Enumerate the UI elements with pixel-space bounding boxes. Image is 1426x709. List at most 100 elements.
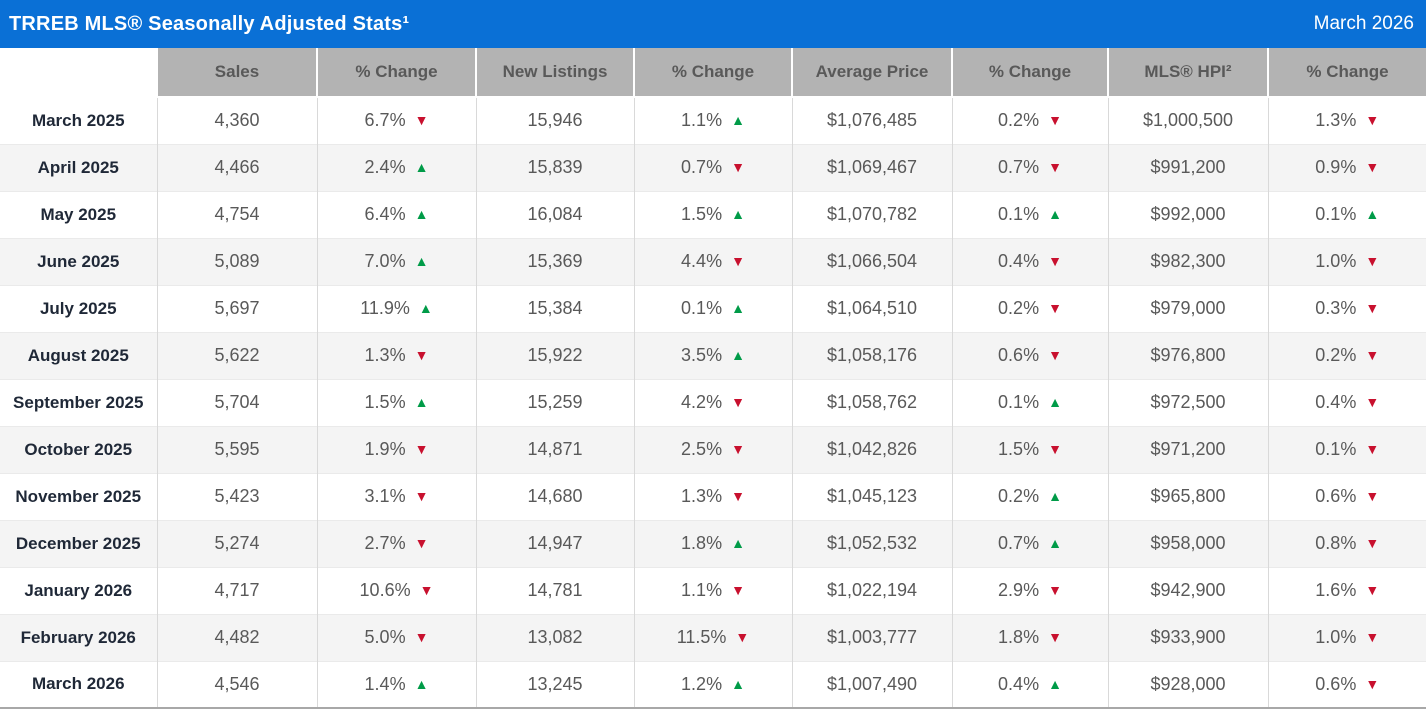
sales-pct-change: 1.3% ▼ — [316, 332, 476, 379]
down-arrow-icon: ▼ — [1365, 112, 1380, 129]
sales-value: 4,717 — [156, 567, 317, 614]
percent-value: 0.9% — [1315, 157, 1357, 177]
new-listings-value: 15,839 — [475, 144, 634, 191]
percent-value: 2.7% — [364, 533, 406, 553]
down-arrow-icon: ▼ — [1365, 159, 1380, 175]
sales-pct-change: 1.4% ▲ — [316, 661, 476, 708]
percent-value: 10.6% — [359, 580, 411, 600]
down-arrow-icon: ▼ — [414, 441, 429, 457]
percent-value: 0.2% — [1315, 345, 1357, 365]
new-listings-value: 14,947 — [475, 520, 634, 567]
percent-value: 1.5% — [681, 204, 723, 224]
new-listings-value: 14,680 — [475, 473, 634, 520]
row-month-label: June 2025 — [37, 251, 120, 271]
sales-pct-change: 2.7% ▼ — [316, 520, 476, 567]
down-arrow-icon: ▼ — [731, 582, 745, 598]
row-month-label: July 2025 — [39, 298, 117, 318]
sales-pct-change: 7.0% ▲ — [316, 238, 476, 285]
table-row: December 2025 5,274 2.7% ▼ 14,947 1.8% ▲ $1,052… — [0, 520, 1426, 567]
new-listings-pct-change: 1.1% ▲ — [633, 97, 792, 144]
percent-value: 1.6% — [1315, 580, 1357, 600]
percent-value: 6.7% — [364, 110, 406, 131]
down-arrow-icon: ▼ — [731, 394, 745, 410]
down-arrow-icon: ▼ — [1365, 253, 1380, 269]
table-row: November 2025 5,423 3.1% ▼ 14,680 1.3% ▼ $1,045… — [0, 473, 1426, 520]
hpi-value: $942,900 — [1107, 567, 1268, 614]
hpi-value: $982,300 — [1107, 238, 1268, 285]
percent-value: 0.1% — [998, 204, 1040, 224]
down-arrow-icon: ▼ — [414, 629, 429, 645]
up-arrow-icon: ▲ — [731, 300, 745, 316]
hpi-value: $958,000 — [1107, 520, 1268, 567]
down-arrow-icon: ▼ — [1365, 675, 1380, 692]
row-month-label: March 2025 — [31, 110, 125, 130]
hpi-pct-change: 0.6% ▼ — [1267, 661, 1426, 708]
report-period: March 2026 — [1313, 13, 1414, 34]
percent-value: 0.6% — [998, 345, 1040, 365]
percent-value: 0.4% — [998, 251, 1040, 271]
average-price-pct-change: 0.4% ▼ — [951, 238, 1108, 285]
sales-value: 5,089 — [156, 238, 317, 285]
up-arrow-icon: ▲ — [1048, 394, 1062, 410]
sales-value: 4,360 — [156, 97, 317, 144]
hpi-pct-change: 0.1% ▼ — [1267, 426, 1426, 473]
average-price-pct-change: 1.5% ▼ — [951, 426, 1108, 473]
percent-value: 1.3% — [1315, 110, 1357, 131]
header-corner-cell — [0, 48, 157, 98]
down-arrow-icon: ▼ — [1365, 629, 1380, 645]
average-price-value: $1,052,532 — [791, 520, 952, 567]
up-arrow-icon: ▲ — [414, 675, 429, 692]
percent-value: 1.3% — [681, 486, 723, 506]
header-new-listings-pct-change: % Change — [633, 48, 792, 98]
table-body: March 2025 4,360 6.7% ▼ 15,946 1.1% ▲ $1,076,48… — [0, 97, 1426, 708]
sales-pct-change: 3.1% ▼ — [316, 473, 476, 520]
sales-value: 4,466 — [156, 144, 317, 191]
average-price-pct-change: 2.9% ▼ — [951, 567, 1108, 614]
percent-value: 1.8% — [681, 533, 723, 553]
row-month-label: August 2025 — [27, 345, 129, 365]
average-price-value: $1,042,826 — [791, 426, 952, 473]
hpi-value: $971,200 — [1107, 426, 1268, 473]
up-arrow-icon: ▲ — [731, 347, 745, 363]
header-mls-hpi: MLS® HPI² — [1107, 48, 1268, 98]
average-price-pct-change: 0.6% ▼ — [951, 332, 1108, 379]
row-month-label: March 2026 — [31, 674, 125, 694]
down-arrow-icon: ▼ — [1048, 159, 1062, 175]
up-arrow-icon: ▲ — [1048, 206, 1062, 222]
up-arrow-icon: ▲ — [414, 253, 429, 269]
average-price-value: $1,003,777 — [791, 614, 952, 661]
new-listings-value: 16,084 — [475, 191, 634, 238]
percent-value: 0.7% — [681, 157, 723, 177]
sales-pct-change: 5.0% ▼ — [316, 614, 476, 661]
sales-value: 4,546 — [156, 661, 317, 708]
hpi-pct-change: 0.6% ▼ — [1267, 473, 1426, 520]
average-price-pct-change: 0.7% ▲ — [951, 520, 1108, 567]
sales-value: 5,274 — [156, 520, 317, 567]
up-arrow-icon: ▲ — [1048, 488, 1062, 504]
down-arrow-icon: ▼ — [1365, 347, 1380, 363]
percent-value: 0.2% — [998, 486, 1040, 506]
percent-value: 5.0% — [364, 627, 406, 647]
hpi-pct-change: 0.3% ▼ — [1267, 285, 1426, 332]
percent-value: 1.5% — [364, 392, 406, 412]
new-listings-pct-change: 3.5% ▲ — [633, 332, 792, 379]
up-arrow-icon: ▲ — [731, 535, 745, 551]
row-month-label: November 2025 — [15, 486, 142, 506]
sales-value: 5,595 — [156, 426, 317, 473]
table-row: April 2025 4,466 2.4% ▲ 15,839 0.7% ▼ $1,069,46… — [0, 144, 1426, 191]
hpi-pct-change: 1.3% ▼ — [1267, 97, 1426, 144]
header-average-price-pct-change: % Change — [951, 48, 1108, 98]
average-price-pct-change: 0.7% ▼ — [951, 144, 1108, 191]
percent-value: 3.1% — [364, 486, 406, 506]
new-listings-value: 15,259 — [475, 379, 634, 426]
new-listings-pct-change: 1.2% ▲ — [633, 661, 792, 708]
sales-pct-change: 1.5% ▲ — [316, 379, 476, 426]
average-price-value: $1,058,762 — [791, 379, 952, 426]
down-arrow-icon: ▼ — [414, 112, 429, 129]
hpi-value: $972,500 — [1107, 379, 1268, 426]
sales-pct-change: 2.4% ▲ — [316, 144, 476, 191]
hpi-pct-change: 0.1% ▲ — [1267, 191, 1426, 238]
hpi-value: $992,000 — [1107, 191, 1268, 238]
percent-value: 11.5% — [676, 627, 727, 647]
average-price-value: $1,070,782 — [791, 191, 952, 238]
